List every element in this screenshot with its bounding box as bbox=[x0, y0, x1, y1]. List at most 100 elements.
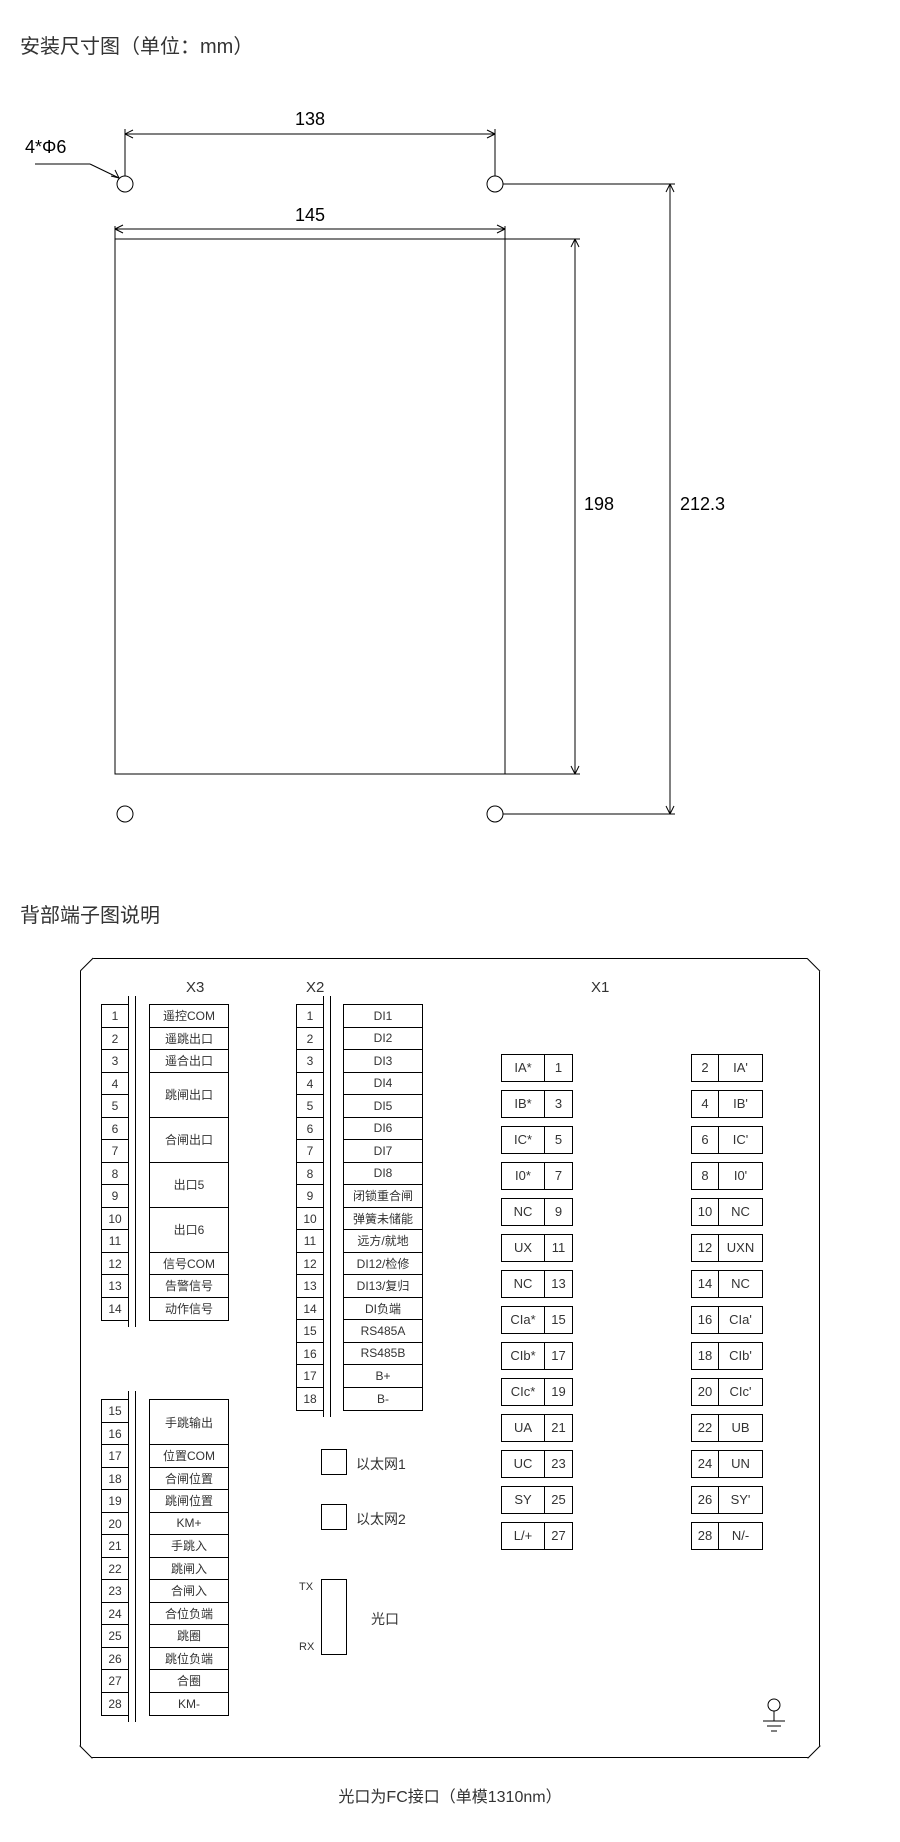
x1-num: 14 bbox=[691, 1270, 719, 1298]
x1-num: 13 bbox=[545, 1270, 573, 1298]
terminal-num: 6 bbox=[297, 1118, 323, 1141]
x3-top-bar bbox=[128, 996, 136, 1327]
terminal-label: 出口5 bbox=[150, 1163, 228, 1208]
x1-row: I0*7 bbox=[501, 1162, 573, 1190]
terminal-label: RS485B bbox=[344, 1343, 422, 1366]
x1-label: IA' bbox=[719, 1054, 763, 1082]
x1-row: UA21 bbox=[501, 1414, 573, 1442]
terminal-label: 合圈 bbox=[150, 1670, 228, 1693]
optical-port bbox=[321, 1579, 347, 1655]
x1-label: L/+ bbox=[501, 1522, 545, 1550]
x1-num: 25 bbox=[545, 1486, 573, 1514]
terminal-num: 16 bbox=[102, 1423, 128, 1446]
dimension-svg bbox=[20, 89, 880, 859]
x1-right-col: 2IA'4IB'6IC'8I0'10NC12UXN14NC16CIa'18CIb… bbox=[691, 1054, 763, 1558]
x1-label: UA bbox=[501, 1414, 545, 1442]
terminal-num: 14 bbox=[102, 1298, 128, 1321]
x1-num: 6 bbox=[691, 1126, 719, 1154]
terminal-label: KM- bbox=[150, 1693, 228, 1716]
terminal-num: 18 bbox=[297, 1388, 323, 1411]
terminal-num: 11 bbox=[102, 1230, 128, 1253]
x1-num: 27 bbox=[545, 1522, 573, 1550]
terminal-label: DI5 bbox=[344, 1095, 422, 1118]
terminal-panel: X3 X2 X1 1234567891011121314 遥控COM遥跳出口遥合… bbox=[80, 958, 820, 1758]
terminal-label: DI6 bbox=[344, 1118, 422, 1141]
terminal-num: 20 bbox=[102, 1513, 128, 1536]
terminal-label: DI2 bbox=[344, 1028, 422, 1051]
x1-num: 16 bbox=[691, 1306, 719, 1334]
terminal-label: KM+ bbox=[150, 1513, 228, 1536]
x1-label: I0* bbox=[501, 1162, 545, 1190]
x1-row: SY25 bbox=[501, 1486, 573, 1514]
x1-num: 28 bbox=[691, 1522, 719, 1550]
terminal-num: 12 bbox=[102, 1253, 128, 1276]
footer-note: 光口为FC接口（单模1310nm） bbox=[80, 1783, 820, 1807]
terminal-num: 5 bbox=[102, 1095, 128, 1118]
terminal-label: 合闸位置 bbox=[150, 1468, 228, 1491]
terminal-label: 告警信号 bbox=[150, 1275, 228, 1298]
x1-label: SY bbox=[501, 1486, 545, 1514]
hole-note: 4*Φ6 bbox=[25, 137, 66, 158]
dim-top: 138 bbox=[295, 109, 325, 130]
terminal-num: 10 bbox=[102, 1208, 128, 1231]
terminal-num: 23 bbox=[102, 1580, 128, 1603]
x1-num: 5 bbox=[545, 1126, 573, 1154]
terminal-num: 17 bbox=[297, 1365, 323, 1388]
x2-labels: DI1DI2DI3DI4DI5DI6DI7DI8闭锁重合闸弹簧未储能远方/就地D… bbox=[343, 1004, 423, 1411]
x1-label: CIb* bbox=[501, 1342, 545, 1370]
x1-row: 12UXN bbox=[691, 1234, 763, 1262]
terminal-num: 16 bbox=[297, 1343, 323, 1366]
x1-num: 23 bbox=[545, 1450, 573, 1478]
terminal-num: 13 bbox=[102, 1275, 128, 1298]
x1-row: 24UN bbox=[691, 1450, 763, 1478]
terminal-num: 3 bbox=[102, 1050, 128, 1073]
x1-row: 22UB bbox=[691, 1414, 763, 1442]
terminal-label: DI3 bbox=[344, 1050, 422, 1073]
terminal-num: 4 bbox=[297, 1073, 323, 1096]
x1-num: 7 bbox=[545, 1162, 573, 1190]
x1-label: UB bbox=[719, 1414, 763, 1442]
x1-num: 9 bbox=[545, 1198, 573, 1226]
terminal-num: 1 bbox=[297, 1005, 323, 1028]
x1-label: CIb' bbox=[719, 1342, 763, 1370]
terminal-label: RS485A bbox=[344, 1320, 422, 1343]
terminal-num: 9 bbox=[102, 1185, 128, 1208]
terminal-num: 13 bbox=[297, 1275, 323, 1298]
terminal-num: 3 bbox=[297, 1050, 323, 1073]
x1-num: 17 bbox=[545, 1342, 573, 1370]
x2-nums: 123456789101112131415161718 bbox=[296, 1004, 324, 1411]
x1-num: 8 bbox=[691, 1162, 719, 1190]
x1-label: UC bbox=[501, 1450, 545, 1478]
header-x2: X2 bbox=[306, 979, 324, 996]
x2-bar bbox=[323, 996, 331, 1417]
rx-label: RX bbox=[299, 1641, 314, 1653]
x1-label: IB' bbox=[719, 1090, 763, 1118]
header-x3: X3 bbox=[186, 979, 204, 996]
terminal-label: 跳闸入 bbox=[150, 1558, 228, 1581]
eth2-label: 以太网2 bbox=[356, 1509, 406, 1529]
x1-label: UX bbox=[501, 1234, 545, 1262]
x1-left-col: IA*1IB*3IC*5I0*7NC9UX11NC13CIa*15CIb*17C… bbox=[501, 1054, 573, 1558]
x1-row: NC9 bbox=[501, 1198, 573, 1226]
terminal-num: 14 bbox=[297, 1298, 323, 1321]
x1-row: IB*3 bbox=[501, 1090, 573, 1118]
x3-top-labels: 遥控COM遥跳出口遥合出口跳闸出口合闸出口出口5出口6信号COM告警信号动作信号 bbox=[149, 1004, 229, 1321]
x1-row: 18CIb' bbox=[691, 1342, 763, 1370]
terminal-label: DI1 bbox=[344, 1005, 422, 1028]
x1-row: 20CIc' bbox=[691, 1378, 763, 1406]
x1-row: CIb*17 bbox=[501, 1342, 573, 1370]
terminal-num: 5 bbox=[297, 1095, 323, 1118]
x1-row: CIa*15 bbox=[501, 1306, 573, 1334]
terminal-num: 2 bbox=[102, 1028, 128, 1051]
terminal-label: 出口6 bbox=[150, 1208, 228, 1253]
x1-num: 3 bbox=[545, 1090, 573, 1118]
x1-num: 22 bbox=[691, 1414, 719, 1442]
x1-row: 14NC bbox=[691, 1270, 763, 1298]
terminal-label: DI4 bbox=[344, 1073, 422, 1096]
terminal-label: 跳位负端 bbox=[150, 1648, 228, 1671]
x1-label: NC bbox=[501, 1198, 545, 1226]
x1-row: 26SY' bbox=[691, 1486, 763, 1514]
terminal-num: 24 bbox=[102, 1603, 128, 1626]
terminal-label: DI负端 bbox=[344, 1298, 422, 1321]
terminal-num: 7 bbox=[297, 1140, 323, 1163]
